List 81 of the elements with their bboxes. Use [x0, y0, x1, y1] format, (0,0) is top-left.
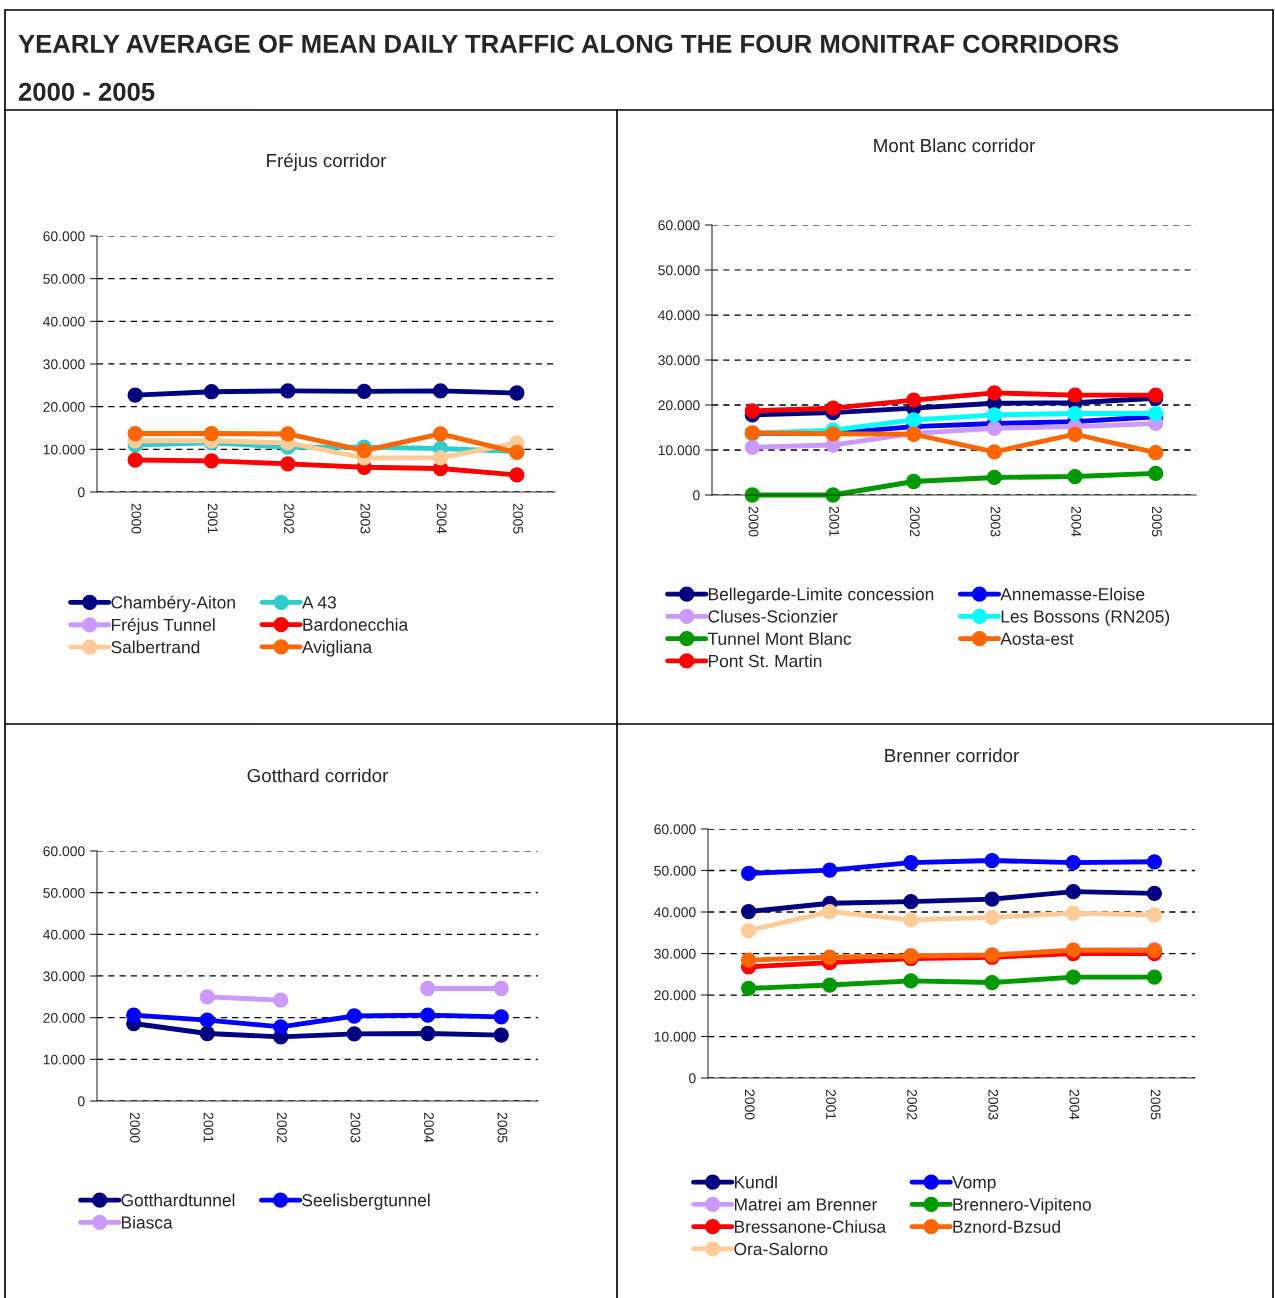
y-tick-label: 0 — [689, 1073, 696, 1084]
legend-label: Salbertrand — [111, 640, 200, 654]
y-tick-label: 10.000 — [43, 444, 85, 455]
y-tick-label: 30.000 — [654, 948, 696, 959]
legend-label: Annemasse-Eloise — [1000, 587, 1145, 601]
y-tick-label: 40.000 — [658, 310, 700, 321]
text: 2000 - 2005 — [18, 82, 155, 101]
x-tick-label: 2002 — [284, 503, 294, 534]
y-tick-label: 30.000 — [43, 971, 85, 982]
y-tick-label: 60.000 — [43, 846, 85, 857]
x-tick-label: 2000 — [748, 506, 759, 537]
legend-label: Kundl — [734, 1175, 777, 1189]
legend-label: Chambéry-Aiton — [111, 595, 235, 613]
legend-label: Tunnel Mont Blanc — [707, 632, 852, 645]
y-tick-label: 60.000 — [43, 231, 85, 242]
x-tick-label: 2001 — [203, 1112, 214, 1143]
y-tick-label: 20.000 — [654, 990, 696, 1001]
chart-title: Mont Blanc corridor — [874, 138, 1035, 153]
legend-label: Brennero-Vipiteno — [953, 1197, 1091, 1215]
chart-title: Brenner corridor — [885, 748, 1019, 763]
y-tick-label: 50.000 — [658, 265, 700, 276]
legend-label: Vomp — [952, 1176, 996, 1192]
legend-label: Bellegarde-Limite concession — [708, 587, 934, 604]
x-tick-label: 2003 — [988, 1089, 999, 1120]
legend-label: Bardonecchia — [303, 618, 409, 631]
x-tick-label: 2005 — [497, 1112, 508, 1143]
y-tick-label: 60.000 — [658, 220, 700, 231]
y-tick-label: 30.000 — [43, 359, 85, 370]
legend-label: Pont St. Martin — [708, 654, 822, 668]
y-tick-label: 40.000 — [654, 907, 696, 918]
x-tick-label: 2003 — [350, 1112, 361, 1143]
x-tick-label: 2005 — [513, 503, 523, 534]
legend-label: Biasca — [121, 1215, 173, 1229]
x-tick-label: 2001 — [826, 1089, 836, 1120]
y-tick-label: 40.000 — [43, 316, 85, 327]
legend-label: Matrei am Brenner — [734, 1197, 878, 1211]
x-tick-label: 2004 — [1071, 506, 1082, 537]
legend-label: Bznord-Bzsud — [953, 1220, 1060, 1233]
legend-label: Seelisbergtunnel — [302, 1193, 430, 1210]
y-tick-label: 40.000 — [43, 929, 85, 940]
x-tick-label: 2004 — [436, 503, 447, 534]
y-tick-label: 20.000 — [43, 1013, 85, 1023]
x-tick-label: 2001 — [829, 506, 840, 537]
x-tick-label: 2002 — [907, 1089, 918, 1120]
x-tick-label: 2003 — [360, 503, 371, 534]
y-tick-label: 10.000 — [43, 1054, 85, 1065]
legend-label: Cluses-Scionzier — [708, 609, 838, 623]
y-tick-label: 60.000 — [654, 824, 696, 835]
text: YEARLY AVERAGE OF MEAN DAILY TRAFFIC ALONG THE FOUR MONITRAF CORRIDORS — [18, 34, 1119, 53]
chart-title: Fréjus corridor — [267, 153, 387, 171]
chart-title: Gotthard corridor — [247, 768, 389, 783]
legend-label: Gotthardtunnel — [121, 1193, 235, 1207]
y-tick-label: 0 — [693, 490, 700, 501]
x-tick-label: 2005 — [1151, 506, 1162, 537]
x-tick-label: 2005 — [1150, 1089, 1161, 1120]
legend-label: Avigliana — [301, 640, 373, 657]
y-tick-label: 20.000 — [658, 400, 700, 411]
y-tick-label: 50.000 — [43, 888, 85, 898]
legend-label: Bressanone-Chiusa — [734, 1220, 887, 1233]
y-tick-label: 30.000 — [658, 355, 700, 366]
y-tick-label: 10.000 — [658, 445, 700, 456]
legend-label: Les Bossons (RN205) — [1001, 609, 1170, 627]
y-tick-label: 0 — [78, 1096, 85, 1107]
x-tick-label: 2000 — [744, 1089, 755, 1120]
x-tick-label: 2002 — [909, 506, 920, 537]
x-tick-label: 2002 — [277, 1112, 287, 1143]
x-tick-label: 2004 — [1069, 1089, 1080, 1120]
legend-label: Ora-Salorno — [734, 1242, 828, 1256]
y-tick-label: 20.000 — [43, 402, 85, 412]
y-tick-label: 50.000 — [43, 274, 85, 284]
legend-label: Aosta-est — [1000, 632, 1074, 645]
x-tick-label: 2000 — [130, 1112, 140, 1143]
x-tick-label: 2000 — [131, 503, 142, 534]
y-tick-label: 10.000 — [654, 1031, 696, 1042]
legend-label: Fréjus Tunnel — [111, 618, 215, 635]
y-tick-label: 50.000 — [654, 865, 696, 876]
x-tick-label: 2003 — [990, 506, 1001, 537]
x-tick-label: 2001 — [207, 503, 218, 534]
y-tick-label: 0 — [78, 487, 85, 498]
x-tick-label: 2004 — [424, 1112, 434, 1143]
legend-label: A 43 — [301, 596, 336, 609]
